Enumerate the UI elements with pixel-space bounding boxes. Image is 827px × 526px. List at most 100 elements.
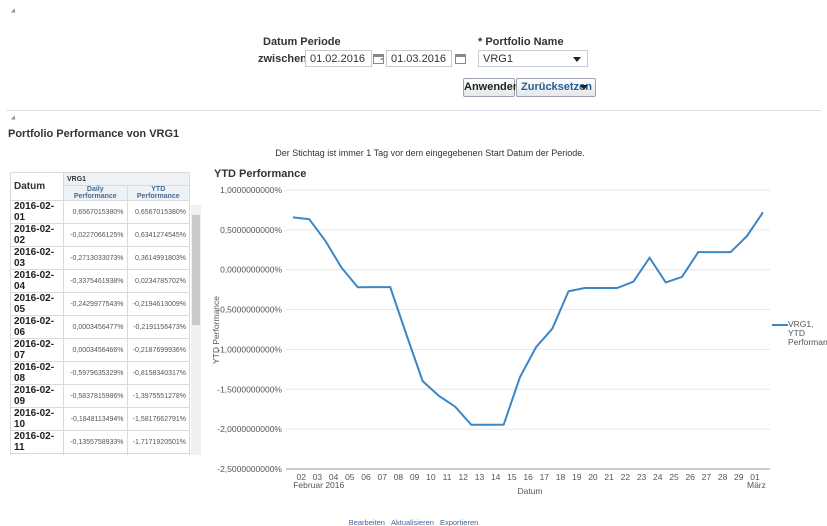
number-cell: 0,6567015380% (63, 200, 128, 224)
x-tick-label: 25 (669, 472, 679, 482)
legend-label: VRG1, YTD Performance (788, 319, 827, 347)
x-axis-label: Datum (517, 486, 542, 496)
performance-table: Datum VRG1 Daily Performance YTD Performanc… (10, 172, 190, 455)
x-tick-label: 22 (621, 472, 631, 482)
apply-button[interactable]: Anwenden (463, 78, 520, 97)
x-tick-label: 15 (507, 472, 517, 482)
y-tick-label: -1,5000000000% (217, 384, 282, 394)
legend-marker (772, 324, 788, 326)
dropdown-arrow (580, 85, 588, 90)
date-cell: 2016-02-03 (10, 246, 64, 270)
table-row: 2016-02-06 0,0003456477% -0,2191156473% (10, 315, 190, 339)
reset-button[interactable]: Zurücksetzen (516, 78, 596, 97)
date-cell: 2016-02-06 (10, 315, 64, 339)
x-tick-label: 02 (296, 472, 306, 482)
x-group-label: Februar 2016 (293, 480, 344, 490)
header-row: Datum VRG1 (10, 172, 190, 201)
date-cell: 2016-02-08 (10, 361, 64, 385)
separator (6, 110, 821, 111)
date-cell: 2016-02-11 (10, 430, 64, 454)
x-tick-label: 13 (475, 472, 485, 482)
number-cell: 0,0003456477% (63, 315, 128, 339)
scroll-thumb[interactable] (192, 215, 200, 325)
x-tick-label: 29 (734, 472, 744, 482)
x-tick-label: 07 (378, 472, 388, 482)
number-cell: 0,3614991803% (126, 246, 190, 270)
x-tick-label: 03 (313, 472, 323, 482)
x-tick-label: 20 (588, 472, 598, 482)
y-tick-label: 0,5000000000% (220, 225, 282, 235)
y-axis-label: YTD Performance (211, 296, 221, 364)
date-cell: 2016-02-12 (10, 453, 64, 455)
table-row: 2016-02-03 -0,2713033073% 0,3614991803% (10, 246, 190, 270)
footer-link[interactable]: Bearbeiten (348, 518, 385, 526)
table-row: 2016-02-12-0,2264237518%-1,9448526905% (10, 453, 190, 455)
y-tick-label: -0,5000000000% (217, 305, 282, 315)
table-row: 2016-02-11 -0,1355758933% -1,7171920501% (10, 430, 190, 454)
footer-links: Bearbeiten Aktualisieren Exportieren (0, 516, 827, 526)
table-row: 2016-02-04 -0,3375461938% 0,0234785702% (10, 269, 190, 293)
x-tick-label: 09 (410, 472, 420, 482)
column-header: YTD Performance (126, 185, 190, 201)
x-tick-label: 06 (361, 472, 371, 482)
footer-link[interactable]: Exportieren (439, 518, 479, 526)
x-tick-label: 17 (540, 472, 550, 482)
x-tick-label: 19 (572, 472, 582, 482)
x-tick-label: 14 (491, 472, 501, 482)
table-row: 2016-02-07 0,0003456466% -0,2187699936% (10, 338, 190, 362)
header-row: Daily Performance YTD Performance (11, 185, 190, 201)
x-tick-label: 26 (685, 472, 695, 482)
number-cell: 0,0234785702% (126, 269, 190, 293)
calendar-icon[interactable] (373, 54, 384, 64)
y-tick-label: -1,0000000000% (217, 344, 282, 354)
date-cell: 2016-02-02 (10, 223, 64, 247)
y-tick-label: 0,0000000000% (220, 265, 282, 275)
table-row: 2016-02-09 -0,5837815986% -1,3975551278% (10, 384, 190, 408)
x-tick-label: 11 (443, 472, 452, 482)
y-tick-label: 1,0000000000% (220, 185, 282, 195)
note: Der Stichtag ist immer 1 Tag vor dem ein… (275, 148, 585, 158)
x-tick-label: 12 (459, 472, 469, 482)
x-tick-label: 21 (604, 472, 614, 482)
x-tick-label: 08 (394, 472, 404, 482)
y-tick-label: -2,5000000000% (217, 464, 282, 474)
number-cell: -0,5979635329% (63, 361, 128, 385)
date-label: Datum Periode (263, 36, 341, 48)
date-cell: 2016-02-07 (10, 338, 64, 362)
x-tick-label: 05 (345, 472, 355, 482)
date-separator: - (380, 53, 384, 65)
footer-link[interactable]: Aktualisieren (390, 518, 434, 526)
date-from-input[interactable]: 01.02.2016 (305, 50, 372, 67)
x-tick-label: 23 (637, 472, 647, 482)
column-header: Datum (10, 172, 64, 201)
number-cell: -1,3975551278% (126, 384, 190, 408)
number-cell: -1,7171920501% (126, 430, 190, 454)
chart-title: YTD Performance (214, 168, 306, 180)
x-tick-label: 24 (653, 472, 663, 482)
date-cell: 2016-02-01 (10, 200, 64, 224)
portfolio-label: * Portfolio Name (478, 36, 564, 48)
dropdown-arrow (573, 57, 581, 62)
number-cell: -1,9448526905% (126, 453, 190, 455)
scrollbar[interactable] (191, 205, 201, 455)
table-row: 2016-02-05 -0,2429977543% -0,2194613009% (10, 292, 190, 316)
x-tick-label: 04 (329, 472, 339, 482)
section-title: Portfolio Performance von VRG1 (8, 128, 180, 140)
line-series (292, 211, 764, 426)
number-cell: -0,2191156473% (126, 315, 190, 339)
x-tick-label: 10 (426, 472, 436, 482)
date-to-input[interactable]: 01.03.2016 (386, 50, 452, 67)
portfolio-select[interactable]: VRG1 (478, 50, 588, 67)
group-header: VRG1 (63, 172, 190, 186)
y-tick-label: -2,0000000000% (217, 424, 282, 434)
x-tick-label: 18 (556, 472, 566, 482)
between-label: zwischen (258, 53, 307, 65)
x-tick-label: 28 (718, 472, 728, 482)
number-cell: -0,2429977543% (63, 292, 128, 316)
table-row: 2016-02-08 -0,5979635329% -0,8158340317% (10, 361, 190, 385)
table-container: Datum VRG1 Daily Performance YTD Performanc… (10, 172, 190, 455)
number-cell: 0,6341274545% (126, 223, 190, 247)
calendar-icon[interactable] (455, 54, 466, 64)
